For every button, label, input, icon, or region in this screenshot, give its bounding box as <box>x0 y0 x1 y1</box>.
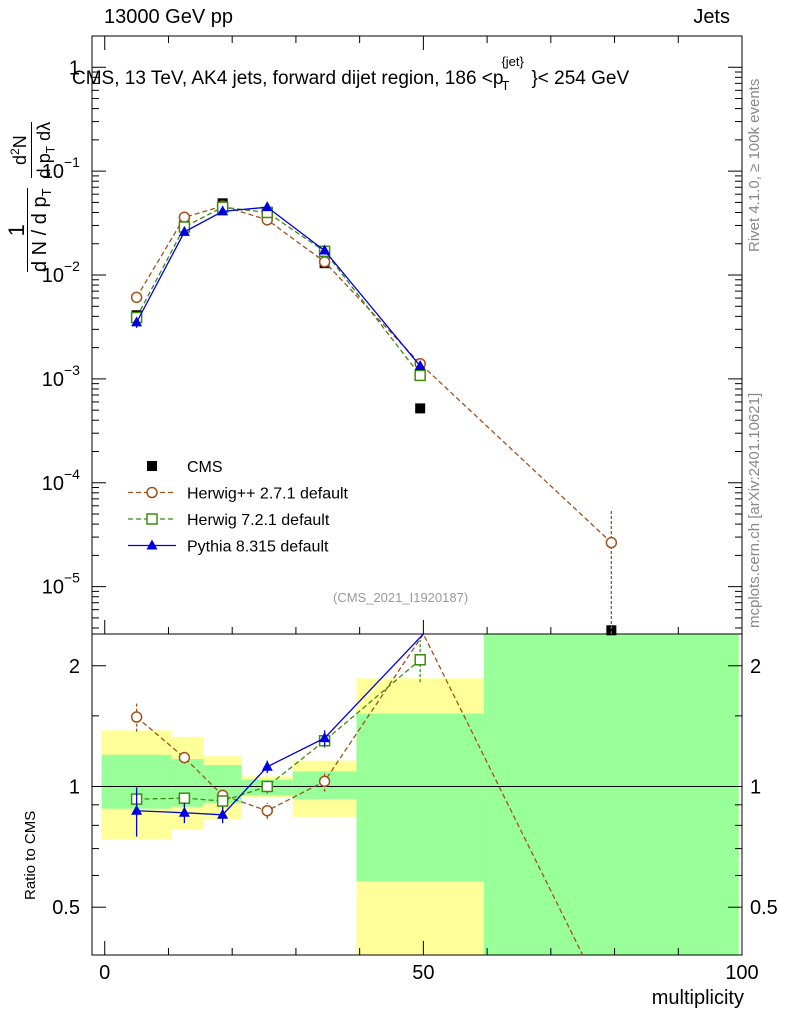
main-ytick-exponent: −2 <box>64 258 80 274</box>
data-point <box>318 256 331 268</box>
data-point <box>319 244 331 255</box>
ratio-plot-frame <box>91 633 743 956</box>
main-ytick-exponent: −1 <box>64 154 80 170</box>
legend-label: CMS <box>187 459 223 476</box>
ratio-point <box>261 780 273 793</box>
data-point <box>415 403 426 414</box>
data-point <box>130 291 143 304</box>
ratio-point <box>130 711 143 723</box>
main-ytick-label: 10 <box>42 161 64 183</box>
stat-band-5 <box>356 713 484 882</box>
ratio-y-axis-label: Ratio to CMS <box>22 810 39 900</box>
ratio-point <box>217 808 229 819</box>
mcplots-label: mcplots.cern.ch [arXiv:2401.10621] <box>746 392 763 628</box>
data-point <box>217 205 229 216</box>
ratio-point <box>178 751 191 764</box>
ratio-point <box>178 806 190 817</box>
legend-label: Herwig 7.2.1 default <box>187 512 330 529</box>
main-y-axis-label: 1 d N / d pT d2N d pT dλ <box>4 121 63 272</box>
main-plot-frame <box>91 35 743 635</box>
legend-marker <box>146 513 158 525</box>
ratio-line-1 <box>136 659 421 802</box>
ratio-point <box>216 795 229 807</box>
ratio-ytick-label: 1 <box>69 776 80 798</box>
ratio-frame-border <box>91 633 743 956</box>
analysis-tag: (CMS_2021_I1920187) <box>333 590 469 605</box>
ratio-line-2 <box>136 633 424 816</box>
data-point <box>178 225 190 236</box>
legend-label: Pythia 8.315 default <box>187 539 329 556</box>
data-point <box>605 536 618 549</box>
legend-marker <box>146 539 158 550</box>
ratio-point <box>131 804 143 815</box>
main-ytick-label: 10 <box>42 369 64 391</box>
legend-marker <box>146 486 158 499</box>
ratio-uncertainty-bands <box>101 634 739 955</box>
process-label: Jets <box>693 6 730 28</box>
data-point <box>131 316 143 327</box>
legend-marker <box>147 461 157 471</box>
stat-band-6 <box>483 634 739 955</box>
xtick-label: 50 <box>412 962 434 984</box>
x-axis-label: multiplicity <box>651 987 744 1009</box>
data-point <box>606 625 617 636</box>
ratio-ytick-label-right: 0.5 <box>750 897 778 919</box>
main-ytick-label: 1 <box>69 57 80 79</box>
main-ytick-exponent: −3 <box>64 362 80 378</box>
ratio-ytick-label-right: 2 <box>750 656 761 678</box>
ratio-series <box>130 632 584 956</box>
ratio-ytick-label-right: 1 <box>750 776 761 798</box>
ratio-point <box>319 732 331 743</box>
series-line-3 <box>136 206 421 367</box>
legend-label: Herwig++ 2.7.1 default <box>187 486 349 503</box>
data-point <box>414 369 426 382</box>
plot-title: CMS, 13 TeV, AK4 jets, forward dijet reg… <box>72 54 630 93</box>
main-series <box>130 198 618 636</box>
main-ytick-exponent: −4 <box>64 466 80 482</box>
data-point <box>178 211 191 223</box>
ratio-point <box>261 760 273 771</box>
main-ytick-label: 10 <box>42 473 64 495</box>
ratio-ytick-label: 2 <box>69 656 80 678</box>
data-point <box>261 201 273 212</box>
ratio-point <box>318 775 331 788</box>
ratio-point <box>261 804 273 817</box>
beam-energy-label: 13000 GeV pp <box>104 6 233 28</box>
data-point <box>414 360 426 371</box>
xtick-label: 0 <box>99 962 110 984</box>
rivet-version-label: Rivet 4.1.0, ≥ 100k events <box>746 78 763 252</box>
ratio-point <box>414 654 426 666</box>
main-ytick-label: 10 <box>42 577 64 599</box>
legend: CMS Herwig++ 2.7.1 default Herwig 7.2.1 de… <box>128 459 349 556</box>
ratio-ytick-label: 0.5 <box>52 897 80 919</box>
ratio-point <box>178 792 191 804</box>
xtick-label: 100 <box>725 962 758 984</box>
main-ytick-label: 10 <box>42 265 64 287</box>
main-ytick-exponent: −5 <box>64 570 80 586</box>
